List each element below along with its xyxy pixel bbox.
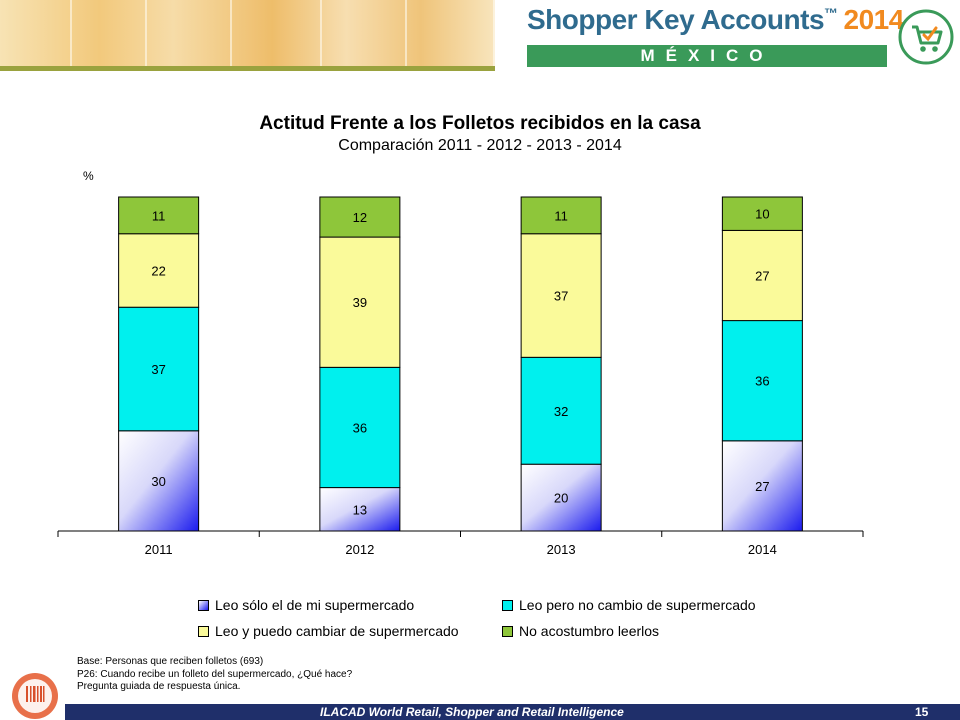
legend-swatch: [502, 599, 513, 611]
legend-swatch: [198, 625, 209, 637]
bar-value-label: 27: [755, 479, 769, 494]
ilacad-seal-icon: [12, 673, 58, 719]
legend-label: Leo sólo el de mi supermercado: [215, 597, 415, 613]
banner-panel: [320, 0, 407, 66]
y-axis-unit-label: %: [83, 169, 94, 183]
header-rule: [0, 66, 495, 71]
bar-value-label: 12: [353, 210, 367, 225]
banner-panel: [145, 0, 232, 66]
bar-segment: [721, 196, 803, 231]
bar-value-label: 36: [755, 374, 769, 389]
legend-swatch: [502, 625, 513, 637]
bar-value-label: 10: [755, 207, 769, 222]
bar-segment: [319, 196, 401, 238]
bar-segment: [118, 233, 200, 308]
bar-segment: [118, 196, 200, 235]
bar-value-label: 20: [554, 491, 568, 506]
legend-label: No acostumbro leerlos: [519, 623, 660, 639]
bar-value-label: 37: [554, 289, 568, 304]
bar-value-label: 39: [353, 295, 367, 310]
bar-segment: [319, 366, 401, 489]
bar-value-label: 11: [554, 208, 568, 223]
footnotes: Base: Personas que reciben folletos (693…: [77, 656, 352, 694]
bar-segment: [721, 229, 803, 322]
bar-value-label: 36: [353, 420, 367, 435]
legend-swatch: [198, 599, 209, 611]
chart-title: Actitud Frente a los Folletos recibidos …: [259, 113, 701, 134]
bar-value-label: 11: [152, 208, 166, 223]
brand-year: 2014: [843, 4, 905, 35]
footer-text: ILACAD World Retail, Shopper and Retail …: [320, 705, 624, 719]
bar-value-label: 37: [151, 362, 165, 377]
header-photo-banner: [0, 0, 495, 66]
bar-value-label: 32: [554, 404, 568, 419]
legend-label: Leo pero no cambio de supermercado: [519, 597, 756, 613]
footnote-note: Pregunta guiada de respuesta única.: [77, 681, 241, 692]
banner-panel: [405, 0, 495, 66]
brand-name: Shopper Key Accounts: [527, 4, 825, 35]
bar-segment: [118, 306, 200, 432]
x-tick-label: 2012: [345, 542, 374, 557]
legend-item-no-acostumbro: No acostumbro leerlos: [502, 620, 659, 642]
shopping-cart-check-icon: [898, 9, 954, 65]
chart-legend: Leo sólo el de mi supermercado Leo pero …: [190, 593, 810, 645]
bar-value-label: 22: [151, 263, 165, 278]
brand-trademark: ™: [824, 5, 838, 21]
country-bar: MÉXICO: [527, 45, 887, 67]
legend-item-no-cambio: Leo pero no cambio de supermercado: [502, 594, 756, 616]
brand-title: Shopper Key Accounts™ 2014: [527, 4, 904, 36]
legend-item-leo-solo: Leo sólo el de mi supermercado: [198, 594, 414, 616]
bar-segment: [520, 196, 602, 235]
x-tick-label: 2011: [145, 542, 173, 557]
bar-segment: [520, 463, 602, 532]
chart-subtitle: Comparación 2011 - 2012 - 2013 - 2014: [338, 137, 622, 154]
footnote-base: Base: Personas que reciben folletos (693…: [77, 656, 264, 667]
bar-segment: [118, 430, 200, 532]
banner-panel: [230, 0, 322, 66]
legend-item-puedo-cambiar: Leo y puedo cambiar de supermercado: [198, 620, 459, 642]
legend-label: Leo y puedo cambiar de supermercado: [215, 623, 459, 639]
x-tick-label: 2014: [748, 542, 777, 557]
x-tick-label: 2013: [547, 542, 576, 557]
page-number: 15: [915, 705, 929, 719]
banner-panel: [70, 0, 147, 66]
banner-panel: [0, 0, 72, 66]
bar-value-label: 30: [151, 474, 165, 489]
bar-segment: [520, 356, 602, 465]
footnote-question: P26: Cuando recibe un folleto del superm…: [77, 668, 353, 680]
footer-bar: ILACAD World Retail, Shopper and Retail …: [65, 704, 960, 720]
bar-segment: [520, 233, 602, 358]
bar-value-label: 13: [353, 502, 367, 517]
bar-value-label: 27: [755, 268, 769, 283]
bar-segment: [721, 320, 803, 442]
